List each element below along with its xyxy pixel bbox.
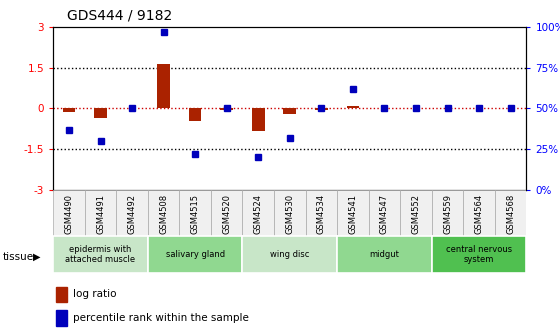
Bar bbox=[274, 190, 306, 237]
Bar bbox=[283, 109, 296, 114]
Text: GSM4515: GSM4515 bbox=[190, 194, 200, 234]
Text: GSM4508: GSM4508 bbox=[159, 194, 168, 234]
Text: GSM4564: GSM4564 bbox=[474, 194, 484, 234]
Bar bbox=[242, 236, 337, 273]
Text: tissue: tissue bbox=[3, 252, 34, 262]
Text: wing disc: wing disc bbox=[270, 250, 310, 259]
Text: salivary gland: salivary gland bbox=[166, 250, 225, 259]
Bar bbox=[179, 190, 211, 237]
Bar bbox=[463, 190, 495, 237]
Bar bbox=[53, 236, 148, 273]
Bar bbox=[85, 190, 116, 237]
Bar bbox=[116, 190, 148, 237]
Text: GSM4491: GSM4491 bbox=[96, 194, 105, 234]
Bar bbox=[337, 190, 368, 237]
Bar bbox=[63, 109, 75, 113]
Bar bbox=[306, 190, 337, 237]
Bar bbox=[53, 190, 85, 237]
Bar bbox=[157, 64, 170, 109]
Text: GSM4534: GSM4534 bbox=[317, 194, 326, 234]
Bar bbox=[221, 109, 233, 110]
Text: GSM4530: GSM4530 bbox=[285, 194, 295, 234]
Text: GSM4520: GSM4520 bbox=[222, 194, 231, 234]
Bar bbox=[400, 190, 432, 237]
Text: log ratio: log ratio bbox=[73, 290, 116, 299]
Text: midgut: midgut bbox=[370, 250, 399, 259]
Bar bbox=[252, 109, 264, 131]
Bar bbox=[347, 106, 359, 109]
Bar bbox=[148, 190, 179, 237]
Text: GSM4552: GSM4552 bbox=[412, 194, 421, 234]
Text: GSM4568: GSM4568 bbox=[506, 194, 515, 234]
Text: percentile rank within the sample: percentile rank within the sample bbox=[73, 313, 249, 323]
Text: GSM4524: GSM4524 bbox=[254, 194, 263, 234]
Bar bbox=[315, 109, 328, 110]
Bar bbox=[55, 287, 67, 302]
Text: GDS444 / 9182: GDS444 / 9182 bbox=[67, 8, 172, 23]
Text: GSM4559: GSM4559 bbox=[443, 194, 452, 234]
Bar bbox=[55, 310, 67, 326]
Bar bbox=[368, 190, 400, 237]
Bar bbox=[432, 236, 526, 273]
Text: GSM4541: GSM4541 bbox=[348, 194, 357, 234]
Bar bbox=[94, 109, 107, 118]
Bar bbox=[211, 190, 242, 237]
Text: central nervous
system: central nervous system bbox=[446, 245, 512, 264]
Text: epidermis with
attached muscle: epidermis with attached muscle bbox=[66, 245, 136, 264]
Bar bbox=[495, 190, 526, 237]
Text: ▶: ▶ bbox=[32, 252, 40, 262]
Text: GSM4490: GSM4490 bbox=[64, 194, 73, 234]
Bar bbox=[189, 109, 202, 121]
Bar bbox=[432, 190, 463, 237]
Text: GSM4547: GSM4547 bbox=[380, 194, 389, 234]
Bar bbox=[242, 190, 274, 237]
Bar bbox=[337, 236, 432, 273]
Bar bbox=[148, 236, 242, 273]
Text: GSM4492: GSM4492 bbox=[128, 194, 137, 234]
